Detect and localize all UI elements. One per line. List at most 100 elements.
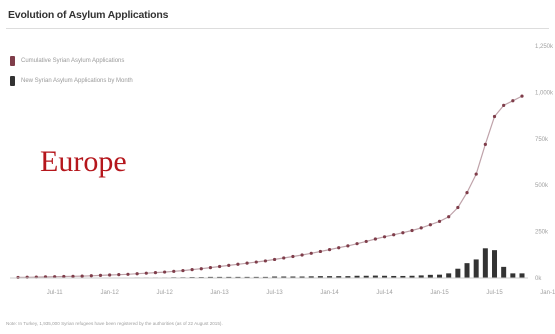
cumulative-point-54 bbox=[511, 99, 515, 103]
y-axis-ticks: 0k 250k 500k 750k 1,000k 1,250k bbox=[535, 44, 554, 282]
title-divider bbox=[6, 28, 549, 29]
cumulative-point-46 bbox=[437, 219, 442, 223]
cumulative-point-30 bbox=[291, 254, 295, 259]
cumulative-point-55 bbox=[520, 94, 524, 98]
legend-swatch-monthly bbox=[10, 76, 15, 86]
cumulative-point-7 bbox=[80, 274, 84, 278]
monthly-bars bbox=[15, 248, 525, 279]
cumulative-point-16 bbox=[163, 270, 167, 274]
cumulative-point-31 bbox=[300, 253, 304, 257]
monthly-bar-23 bbox=[226, 276, 232, 278]
cumulative-point-32 bbox=[309, 251, 313, 255]
cumulative-point-19 bbox=[190, 268, 194, 272]
cumulative-point-12 bbox=[126, 272, 130, 276]
monthly-bar-55 bbox=[519, 273, 525, 278]
x-tick-label-3: Jan-13 bbox=[210, 290, 229, 296]
cumulative-point-9 bbox=[98, 273, 103, 278]
cumulative-point-53 bbox=[502, 103, 506, 107]
cumulative-points bbox=[16, 94, 524, 280]
cumulative-point-34 bbox=[327, 248, 332, 252]
cumulative-point-24 bbox=[236, 262, 240, 266]
cumulative-point-51 bbox=[483, 142, 487, 146]
cumulative-point-52 bbox=[492, 114, 497, 119]
cumulative-point-44 bbox=[419, 226, 423, 230]
monthly-bar-22 bbox=[217, 276, 223, 278]
y-tick-label-3: 750k bbox=[535, 137, 549, 143]
cumulative-point-20 bbox=[199, 267, 203, 271]
monthly-bar-52 bbox=[492, 250, 498, 278]
monthly-bar-43 bbox=[409, 275, 415, 278]
y-tick-label-0: 0k bbox=[535, 276, 542, 282]
monthly-bar-42 bbox=[400, 275, 406, 278]
cumulative-point-23 bbox=[227, 263, 231, 267]
x-tick-label-1: Jan-12 bbox=[100, 290, 119, 296]
cumulative-point-28 bbox=[272, 257, 277, 262]
monthly-bar-31 bbox=[299, 276, 305, 278]
monthly-bar-39 bbox=[372, 275, 378, 278]
cumulative-point-35 bbox=[337, 246, 341, 250]
cumulative-point-18 bbox=[181, 268, 185, 273]
cumulative-point-21 bbox=[208, 266, 213, 270]
monthly-bar-46 bbox=[437, 274, 443, 278]
monthly-bar-32 bbox=[308, 276, 314, 278]
monthly-bar-30 bbox=[290, 276, 296, 278]
cumulative-point-13 bbox=[135, 272, 139, 276]
cumulative-point-40 bbox=[382, 235, 387, 239]
legend-label-monthly: New Syrian Asylum Applications by Month bbox=[21, 78, 133, 84]
cumulative-point-6 bbox=[71, 274, 75, 278]
monthly-bar-50 bbox=[473, 259, 479, 278]
cumulative-point-36 bbox=[346, 244, 350, 248]
monthly-bar-48 bbox=[455, 268, 461, 278]
cumulative-point-15 bbox=[153, 271, 158, 275]
cumulative-point-14 bbox=[144, 271, 148, 275]
x-tick-label-8: Jul-15 bbox=[486, 290, 503, 296]
monthly-bar-35 bbox=[336, 276, 342, 278]
cumulative-point-45 bbox=[428, 223, 432, 227]
cumulative-point-11 bbox=[117, 273, 121, 277]
monthly-bar-33 bbox=[317, 276, 323, 278]
monthly-bar-45 bbox=[427, 274, 433, 278]
monthly-bar-34 bbox=[327, 276, 333, 278]
x-tick-label-0: Jul-11 bbox=[47, 290, 64, 296]
cumulative-point-25 bbox=[245, 261, 249, 265]
cumulative-point-29 bbox=[282, 256, 286, 260]
monthly-bar-38 bbox=[363, 275, 369, 278]
monthly-bar-54 bbox=[510, 273, 516, 278]
cumulative-point-47 bbox=[447, 215, 451, 219]
cumulative-point-0 bbox=[16, 275, 20, 280]
monthly-bar-25 bbox=[244, 276, 250, 278]
cumulative-series-line bbox=[17, 95, 523, 278]
y-tick-label-1: 250k bbox=[535, 230, 549, 236]
monthly-bar-26 bbox=[253, 276, 259, 278]
x-tick-label-9: Jan-16 bbox=[540, 290, 555, 296]
monthly-bar-21 bbox=[207, 276, 213, 278]
monthly-bar-40 bbox=[382, 275, 388, 278]
overlay-europe-label: Europe bbox=[40, 145, 127, 178]
legend-label-cumulative: Cumulative Syrian Asylum Applications bbox=[21, 58, 125, 64]
monthly-bar-49 bbox=[464, 263, 470, 278]
cumulative-point-39 bbox=[373, 237, 377, 241]
cumulative-point-48 bbox=[456, 205, 460, 210]
x-tick-label-6: Jul-14 bbox=[376, 290, 393, 296]
x-tick-label-5: Jan-14 bbox=[320, 290, 339, 296]
cumulative-point-43 bbox=[410, 228, 414, 233]
cumulative-point-41 bbox=[392, 233, 396, 237]
monthly-bar-29 bbox=[281, 276, 287, 278]
legend-item-monthly: New Syrian Asylum Applications by Month bbox=[10, 75, 133, 87]
monthly-bar-51 bbox=[482, 248, 488, 278]
legend-item-cumulative: Cumulative Syrian Asylum Applications bbox=[10, 55, 133, 67]
monthly-bar-24 bbox=[235, 276, 241, 278]
x-tick-label-4: Jul-13 bbox=[266, 290, 283, 296]
y-tick-label-4: 1,000k bbox=[535, 90, 554, 96]
monthly-bar-37 bbox=[354, 275, 360, 278]
monthly-bar-44 bbox=[418, 275, 424, 278]
cumulative-point-22 bbox=[218, 264, 222, 269]
chart-footnote: Note: In Turkey, 1,935,000 Syrian refuge… bbox=[6, 321, 223, 326]
chart-title: Evolution of Asylum Applications bbox=[8, 9, 169, 21]
cumulative-point-17 bbox=[172, 269, 176, 273]
monthly-bar-41 bbox=[391, 275, 397, 278]
cumulative-point-49 bbox=[465, 191, 469, 195]
cumulative-point-33 bbox=[318, 249, 322, 254]
cumulative-point-26 bbox=[254, 260, 258, 264]
